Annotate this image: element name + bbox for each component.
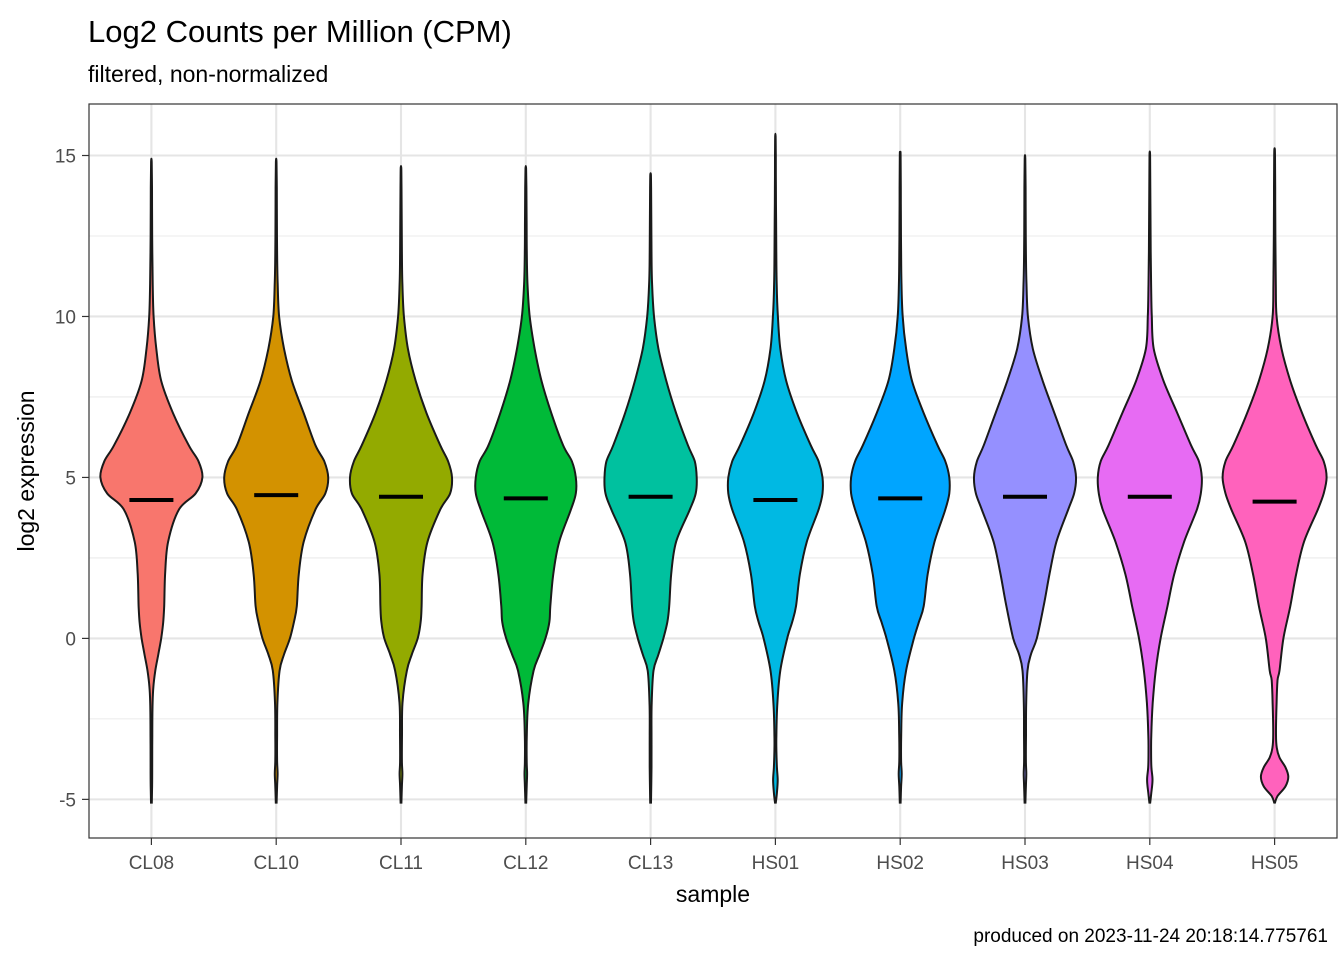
y-tick-label: -5 [59, 790, 76, 811]
x-tick-label: HS01 [752, 853, 800, 874]
x-tick-label: CL10 [253, 853, 298, 874]
x-tick-label: HS03 [1001, 853, 1049, 874]
chart-title: Log2 Counts per Million (CPM) [88, 14, 512, 49]
x-tick-label: CL12 [503, 853, 548, 874]
y-tick-label: 10 [55, 307, 76, 328]
x-tick-label: CL13 [628, 853, 673, 874]
violins [99, 132, 1328, 804]
panel-border [88, 103, 1338, 839]
violin-cl13 [603, 172, 698, 804]
y-tick-label: 15 [55, 147, 76, 168]
x-tick-label: CL11 [379, 853, 423, 874]
y-axis-title: log2 expression [13, 390, 39, 551]
violin-cl12 [474, 165, 578, 804]
violin-hs04 [1096, 150, 1203, 804]
violin-hs03 [972, 154, 1078, 804]
violin-cl10 [223, 157, 330, 804]
chart-caption: produced on 2023-11-24 20:18:14.775761 [973, 926, 1328, 947]
x-tick-label: CL08 [129, 853, 174, 874]
violin-cl08 [99, 157, 204, 804]
y-tick-label: 0 [65, 629, 76, 650]
violin-hs01 [726, 132, 824, 804]
x-tick-label: HS02 [876, 853, 924, 874]
violin-hs05 [1221, 147, 1328, 804]
chart-subtitle: filtered, non-normalized [88, 61, 328, 87]
x-tick-label: HS05 [1251, 853, 1299, 874]
y-tick-label: 5 [65, 468, 76, 489]
x-tick-label: HS04 [1126, 853, 1174, 874]
axes: -5 0 5 10 15 CL08 CL10 CL11 CL12 CL13 HS01 HS02 HS03… [55, 147, 1299, 874]
x-axis-title: sample [676, 881, 750, 907]
violin-cl11 [348, 165, 454, 804]
violin-hs02 [849, 150, 951, 804]
